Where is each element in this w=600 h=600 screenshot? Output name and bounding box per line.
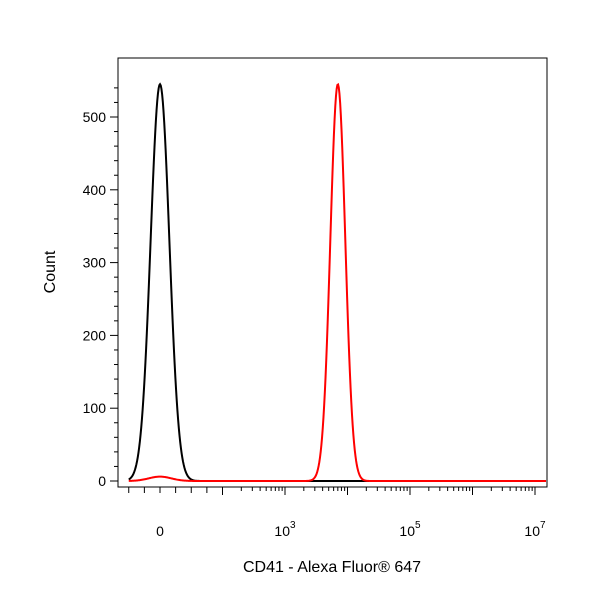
y-axis: 0 100 200 300 400 500 — [83, 87, 118, 489]
x-axis-title: CD41 - Alexa Fluor® 647 — [243, 559, 421, 576]
y-tick-label: 500 — [83, 109, 107, 125]
series-line-2 — [128, 82, 547, 482]
y-tick-label: 400 — [83, 182, 107, 198]
y-tick-label: 200 — [83, 327, 107, 343]
y-tick-label: 300 — [83, 255, 107, 271]
x-tick-label: 0 — [156, 523, 164, 539]
plot-frame — [117, 57, 548, 488]
x-tick-label: 107 — [524, 520, 546, 539]
y-tick-label: 0 — [98, 473, 106, 489]
x-tick-label: 105 — [399, 520, 421, 539]
series-line-1 — [128, 82, 547, 482]
x-axis: 0 103 105 107 — [128, 487, 546, 539]
series-layer — [128, 82, 547, 482]
x-tick-label: 103 — [274, 520, 296, 539]
y-axis-title: Count — [42, 250, 59, 293]
y-tick-label: 100 — [83, 400, 107, 416]
